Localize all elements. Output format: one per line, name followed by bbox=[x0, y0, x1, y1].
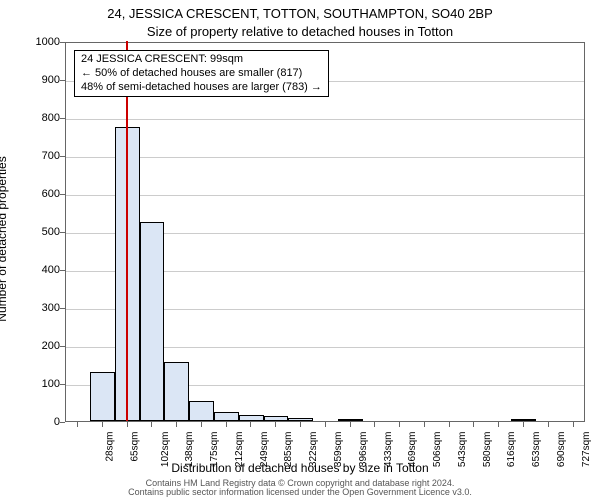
chart-container: 24, JESSICA CRESCENT, TOTTON, SOUTHAMPTO… bbox=[0, 0, 600, 500]
y-axis-label: Number of detached properties bbox=[0, 156, 9, 321]
annotation-line: ← 50% of detached houses are smaller (81… bbox=[81, 67, 322, 81]
y-tick-label: 0 bbox=[10, 416, 60, 428]
y-tick-label: 500 bbox=[10, 226, 60, 238]
y-tick-label: 200 bbox=[10, 340, 60, 352]
y-tick-label: 600 bbox=[10, 188, 60, 200]
y-tick-label: 300 bbox=[10, 302, 60, 314]
plot-area bbox=[65, 42, 585, 422]
histogram-bar bbox=[164, 362, 189, 421]
histogram-bar bbox=[90, 372, 115, 421]
y-tick-label: 900 bbox=[10, 74, 60, 86]
histogram-bar bbox=[511, 419, 536, 421]
histogram-bar bbox=[189, 401, 214, 421]
chart-title-address: 24, JESSICA CRESCENT, TOTTON, SOUTHAMPTO… bbox=[0, 6, 600, 21]
footer-attribution: Contains HM Land Registry data © Crown c… bbox=[0, 479, 600, 498]
histogram-bar bbox=[264, 416, 288, 421]
annotation-line: 24 JESSICA CRESCENT: 99sqm bbox=[81, 53, 322, 67]
annotation-line: 48% of semi-detached houses are larger (… bbox=[81, 81, 322, 95]
annotation-box: 24 JESSICA CRESCENT: 99sqm← 50% of detac… bbox=[74, 50, 329, 97]
x-axis-label: Distribution of detached houses by size … bbox=[0, 461, 600, 475]
y-tick-label: 800 bbox=[10, 112, 60, 124]
histogram-bar bbox=[214, 412, 239, 422]
y-tick-label: 1000 bbox=[10, 36, 60, 48]
histogram-bar bbox=[338, 419, 363, 421]
chart-title-subtitle: Size of property relative to detached ho… bbox=[0, 24, 600, 39]
marker-line bbox=[126, 41, 128, 421]
y-tick-label: 100 bbox=[10, 378, 60, 390]
footer-line2: Contains public sector information licen… bbox=[0, 488, 600, 497]
histogram-bar bbox=[239, 415, 264, 421]
x-tick-label: 28sqm bbox=[105, 432, 116, 462]
y-tick-label: 700 bbox=[10, 150, 60, 162]
histogram-bar bbox=[140, 222, 164, 422]
histogram-bar bbox=[288, 418, 313, 421]
x-tick-label: 65sqm bbox=[130, 432, 141, 462]
y-tick-label: 400 bbox=[10, 264, 60, 276]
